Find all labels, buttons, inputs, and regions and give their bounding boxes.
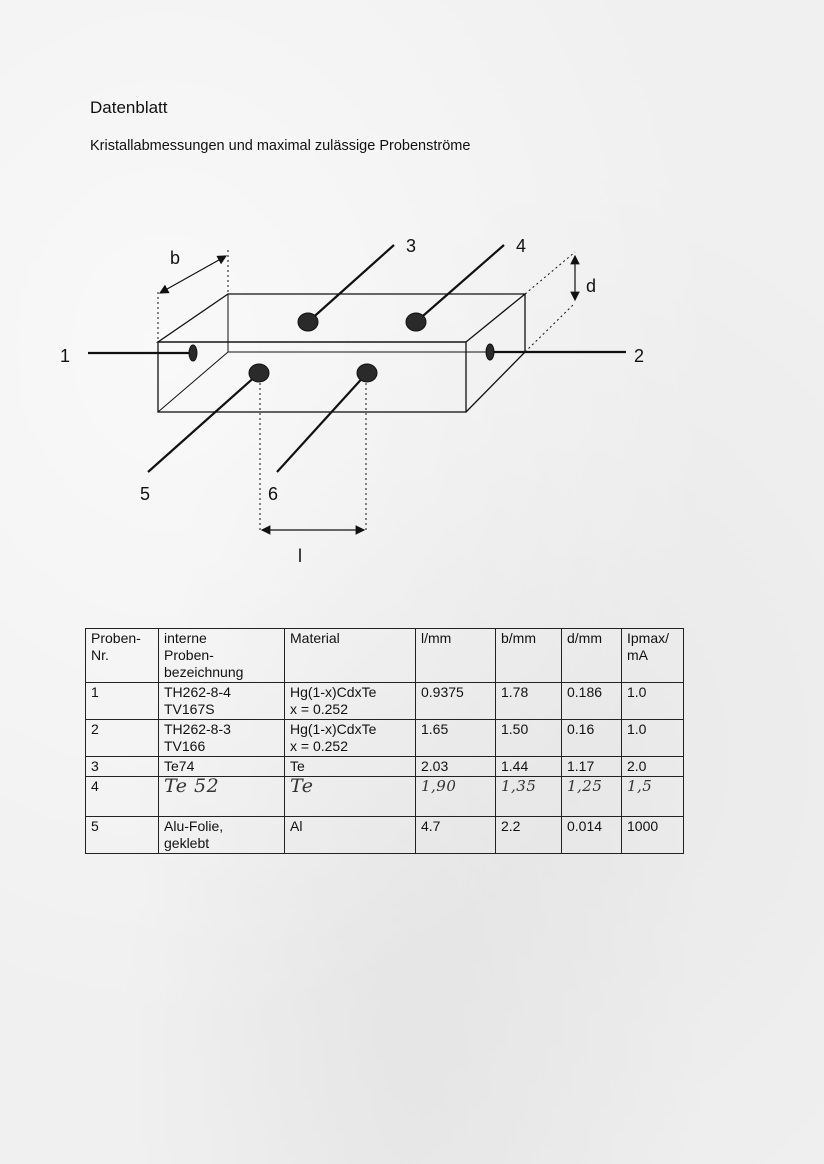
header-cell: l/mm [415, 628, 496, 683]
label-contact-5: 5 [140, 484, 150, 504]
table-cell: 0.014 [561, 816, 622, 854]
table-cell: 0.16 [561, 719, 622, 757]
table-cell: 1.78 [495, 682, 562, 720]
table-cell: 1.0 [621, 682, 684, 720]
handwritten-cell: 1,35 [495, 776, 562, 817]
table-cell: 1.65 [415, 719, 496, 757]
label-b: b [170, 248, 180, 268]
wire-4 [415, 244, 505, 323]
dimension-arrows [158, 254, 580, 535]
table-cell: Hg(1-x)CdxTe x = 0.252 [284, 719, 416, 757]
handwritten-cell: Te 52 [158, 776, 285, 817]
table-cell: 1.44 [495, 756, 562, 777]
table-cell: 3 [85, 756, 159, 777]
table-cell: Te74 [158, 756, 285, 777]
handwritten-cell: Te [284, 776, 416, 817]
header-cell: b/mm [495, 628, 562, 683]
table-cell: 4.7 [415, 816, 496, 854]
crystal-box [155, 293, 527, 413]
table-cell: 4 [85, 776, 159, 817]
table-cell: 2 [85, 719, 159, 757]
contact-dot-5 [248, 363, 270, 383]
dimension-b-arrow [158, 255, 228, 294]
table-cell: Te [284, 756, 416, 777]
contact-dot-3 [297, 312, 319, 332]
table-cell: 1000 [621, 816, 684, 854]
header-cell: interne Proben- bezeichnung [158, 628, 285, 683]
contact-dot-6 [356, 363, 378, 383]
wire-6 [276, 372, 368, 473]
handwritten-cell: 1,5 [621, 776, 684, 817]
table-cell: 1.50 [495, 719, 562, 757]
label-d: d [586, 276, 596, 296]
table-cell: 1 [85, 682, 159, 720]
label-contact-3: 3 [406, 236, 416, 256]
table-row-handwritten: 4 Te 52 Te 1,90 1,35 1,25 1,5 [85, 776, 684, 817]
table-cell: 5 [85, 816, 159, 854]
table-cell: Al [284, 816, 416, 854]
table-row: 5 Alu-Folie, geklebt Al 4.7 2.2 0.014 10… [85, 816, 684, 854]
table-cell: TH262-8-4 TV167S [158, 682, 285, 720]
page-subtitle: Kristallabmessungen und maximal zulässig… [90, 138, 471, 154]
table-row: 3 Te74 Te 2.03 1.44 1.17 2.0 [85, 756, 684, 777]
table-cell: Alu-Folie, geklebt [158, 816, 285, 854]
table-cell: 2.0 [621, 756, 684, 777]
label-l: l [298, 546, 302, 566]
handwritten-cell: 1,25 [561, 776, 622, 817]
contact-wires [88, 244, 626, 473]
label-contact-2: 2 [634, 346, 644, 366]
header-cell: Material [284, 628, 416, 683]
header-cell: Ipmax/ mA [621, 628, 684, 683]
page-title: Datenblatt [90, 98, 168, 117]
table-cell: 1.17 [561, 756, 622, 777]
handwritten-cell: 1,90 [415, 776, 496, 817]
table-cell: 0.9375 [415, 682, 496, 720]
table-cell: 1.0 [621, 719, 684, 757]
header-cell: d/mm [561, 628, 622, 683]
wire-3 [307, 244, 395, 323]
contact-dot-2 [485, 343, 495, 361]
label-contact-6: 6 [268, 484, 278, 504]
sample-table: Proben- Nr. interne Proben- bezeichnung … [85, 628, 684, 854]
dimension-guides [157, 250, 576, 530]
table-row: 1 TH262-8-4 TV167S Hg(1-x)CdxTe x = 0.25… [85, 682, 684, 720]
crystal-diagram: b d l 1 2 3 4 5 6 [60, 236, 644, 566]
label-contact-4: 4 [516, 236, 526, 256]
contact-dots [188, 312, 495, 383]
table-cell: 2.2 [495, 816, 562, 854]
table-header-row: Proben- Nr. interne Proben- bezeichnung … [85, 628, 684, 683]
table-cell: 2.03 [415, 756, 496, 777]
table-cell: Hg(1-x)CdxTe x = 0.252 [284, 682, 416, 720]
table-cell: TH262-8-3 TV166 [158, 719, 285, 757]
contact-dot-1 [188, 344, 198, 362]
label-contact-1: 1 [60, 346, 70, 366]
table-row: 2 TH262-8-3 TV166 Hg(1-x)CdxTe x = 0.252… [85, 719, 684, 757]
contact-dot-4 [405, 312, 427, 332]
table-cell: 0.186 [561, 682, 622, 720]
wire-5 [147, 373, 259, 473]
header-cell: Proben- Nr. [85, 628, 159, 683]
